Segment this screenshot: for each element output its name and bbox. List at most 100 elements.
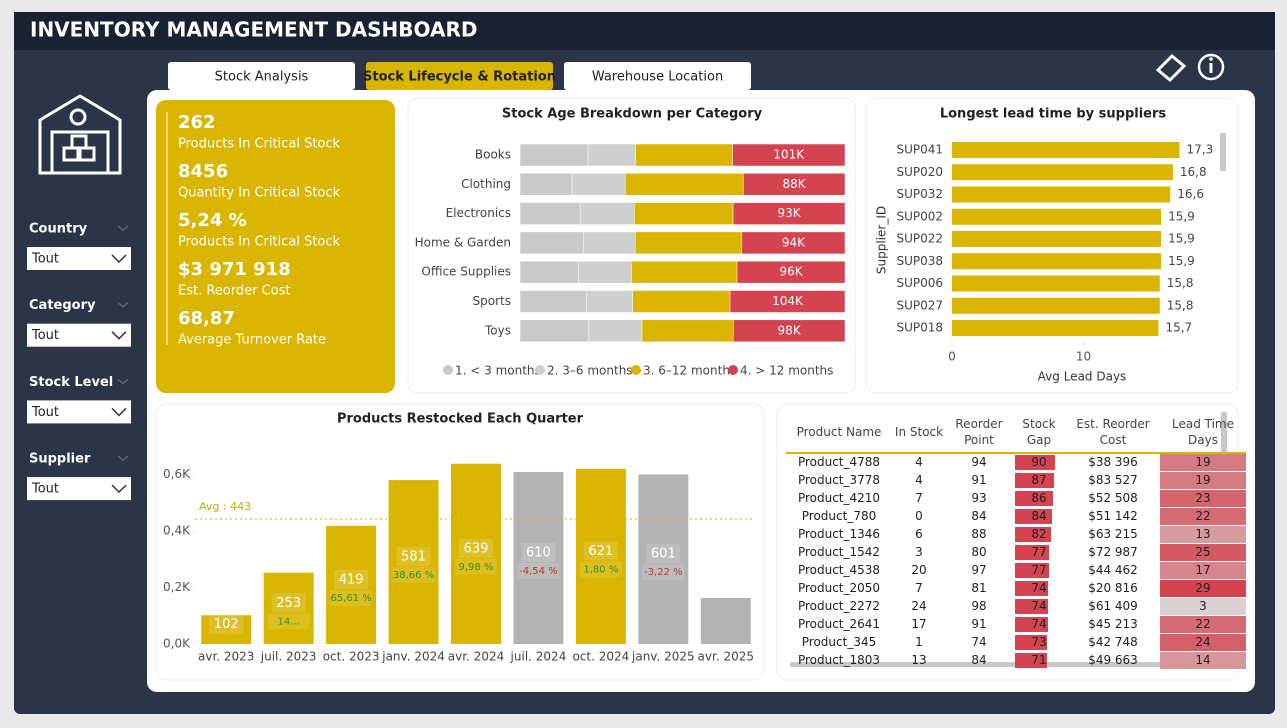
- filter-value[interactable]: Tout: [31, 328, 59, 343]
- growth-label: -4,54 %: [519, 566, 558, 577]
- bar-segment: [632, 290, 731, 313]
- y-tick-label: SUP041: [896, 143, 943, 157]
- table-cell: 0: [915, 509, 923, 523]
- table-cell: 80: [971, 545, 987, 559]
- dropdown-chevron: [111, 331, 127, 340]
- info-icon[interactable]: [1197, 53, 1225, 81]
- table-row: Product_1346 6 88 82 $63 215 13: [786, 525, 1246, 544]
- stock-gap-cell: 77: [1012, 544, 1066, 562]
- bar-segment: [586, 290, 634, 313]
- x-tick-label: juil. 2023: [260, 650, 317, 664]
- x-tick-label: juil. 2024: [510, 650, 567, 664]
- dropdown-chevron: [111, 484, 127, 494]
- lead-time-cell: 14: [1160, 651, 1246, 670]
- kpi-label: Products In Critical Stock: [178, 137, 341, 152]
- label-box: [267, 613, 310, 630]
- label-box: [330, 589, 373, 606]
- table-cell: $61 409: [1088, 599, 1138, 613]
- filter-value[interactable]: Tout: [31, 405, 59, 420]
- data-label: 15,7: [1165, 321, 1192, 335]
- y-tick-label: SUP006: [896, 276, 943, 290]
- lead-time-cell: 19: [1160, 471, 1246, 490]
- legend-marker: [443, 365, 453, 375]
- table-row: Product_2272 24 98 74 $61 409 3: [786, 597, 1246, 616]
- legend-marker: [728, 365, 738, 375]
- label-box: [642, 564, 685, 581]
- data-label: 102: [214, 617, 239, 632]
- column-header: Stock Gap: [1012, 412, 1066, 454]
- tab-label[interactable]: Warehouse Location: [592, 70, 723, 85]
- label-box: [579, 561, 622, 578]
- y-tick-label: SUP032: [896, 187, 943, 201]
- kpi-label: Quantity In Critical Stock: [178, 186, 341, 201]
- table-cell: Product_1346: [797, 527, 881, 541]
- data-label: 419: [339, 572, 364, 587]
- table-cell: $20 816: [1088, 581, 1138, 595]
- data-label: 15,9: [1168, 254, 1195, 268]
- bar-segment: [736, 260, 846, 284]
- bar: [952, 142, 1180, 158]
- scrollbar[interactable]: [1220, 133, 1226, 171]
- filter-dropdown[interactable]: [27, 247, 131, 270]
- bar: [201, 615, 252, 644]
- filter-dropdown[interactable]: [27, 477, 131, 501]
- stock-gap-cell: 77: [1012, 562, 1066, 580]
- legend-label: 4. > 12 months: [740, 364, 833, 378]
- y-tick-label: SUP038: [896, 254, 943, 268]
- lead-time-cell: 22: [1160, 507, 1246, 526]
- bar-segment: [635, 143, 733, 167]
- bar-segment: [578, 260, 632, 284]
- x-tick-label: avr. 2023: [198, 650, 254, 664]
- tab-label[interactable]: Stock Lifecycle & Rotation: [363, 70, 556, 85]
- data-label: 15,9: [1168, 209, 1195, 223]
- ruler-icon[interactable]: [1155, 53, 1187, 83]
- data-label: 15,9: [1168, 232, 1195, 246]
- tab[interactable]: [168, 62, 355, 90]
- legend-label: 3. 6–12 months: [643, 364, 736, 378]
- table-cell: $52 508: [1088, 491, 1138, 505]
- growth-label: -3,22 %: [644, 567, 683, 578]
- cell-text: 84: [1031, 509, 1047, 523]
- stock-gap-cell: 84: [1012, 508, 1066, 526]
- y-tick-label: Office Supplies: [421, 265, 511, 279]
- table-row: Product_4788 4 94 90 $38 396 19: [786, 453, 1246, 472]
- data-bar: [1015, 455, 1055, 470]
- tab[interactable]: [366, 62, 553, 90]
- bar: [952, 164, 1173, 181]
- dropdown-chevron: [111, 254, 127, 264]
- table-cell: 7: [915, 491, 923, 505]
- bar-segment: [732, 202, 846, 225]
- table-cell: 91: [971, 617, 987, 631]
- tab[interactable]: [564, 62, 751, 90]
- filter-value[interactable]: Tout: [31, 252, 59, 267]
- table-cell: 94: [971, 455, 987, 470]
- dropdown-chevron: [111, 407, 127, 417]
- data-bar: [1015, 472, 1054, 488]
- x-tick-label: janv. 2025: [631, 650, 695, 664]
- stock-gap-cell: 82: [1012, 526, 1066, 544]
- table-cell: 88: [971, 527, 987, 541]
- data-label: 601: [651, 547, 676, 562]
- chart-title: Products Restocked Each Quarter: [337, 412, 584, 427]
- filter-label: Country: [29, 222, 88, 237]
- data-label: 96K: [779, 265, 803, 279]
- stock-gap-cell: 71: [1012, 652, 1066, 670]
- y-tick-label: SUP027: [896, 298, 943, 312]
- table-cell: 84: [971, 653, 987, 667]
- label-box: [646, 544, 681, 564]
- x-tick-label: 10: [1076, 350, 1091, 364]
- table-row: Product_3778 4 91 87 $83 527 19: [786, 471, 1246, 490]
- table-row: Product_2050 7 81 74 $20 816 29: [786, 579, 1246, 598]
- x-axis-title: Avg Lead Days: [1038, 370, 1127, 384]
- cell-text: 82: [1031, 527, 1047, 541]
- scrollbar[interactable]: [790, 662, 1214, 667]
- table-cell: 24: [911, 599, 927, 613]
- data-label: 93K: [777, 206, 801, 220]
- tab-label[interactable]: Stock Analysis: [215, 70, 309, 85]
- data-bar: [1015, 598, 1048, 614]
- legend-label: 1. < 3 months: [455, 364, 541, 378]
- filter-value[interactable]: Tout: [31, 482, 59, 497]
- filter-dropdown[interactable]: [27, 400, 131, 424]
- filter-dropdown[interactable]: [27, 323, 131, 347]
- data-bar: [1015, 652, 1047, 668]
